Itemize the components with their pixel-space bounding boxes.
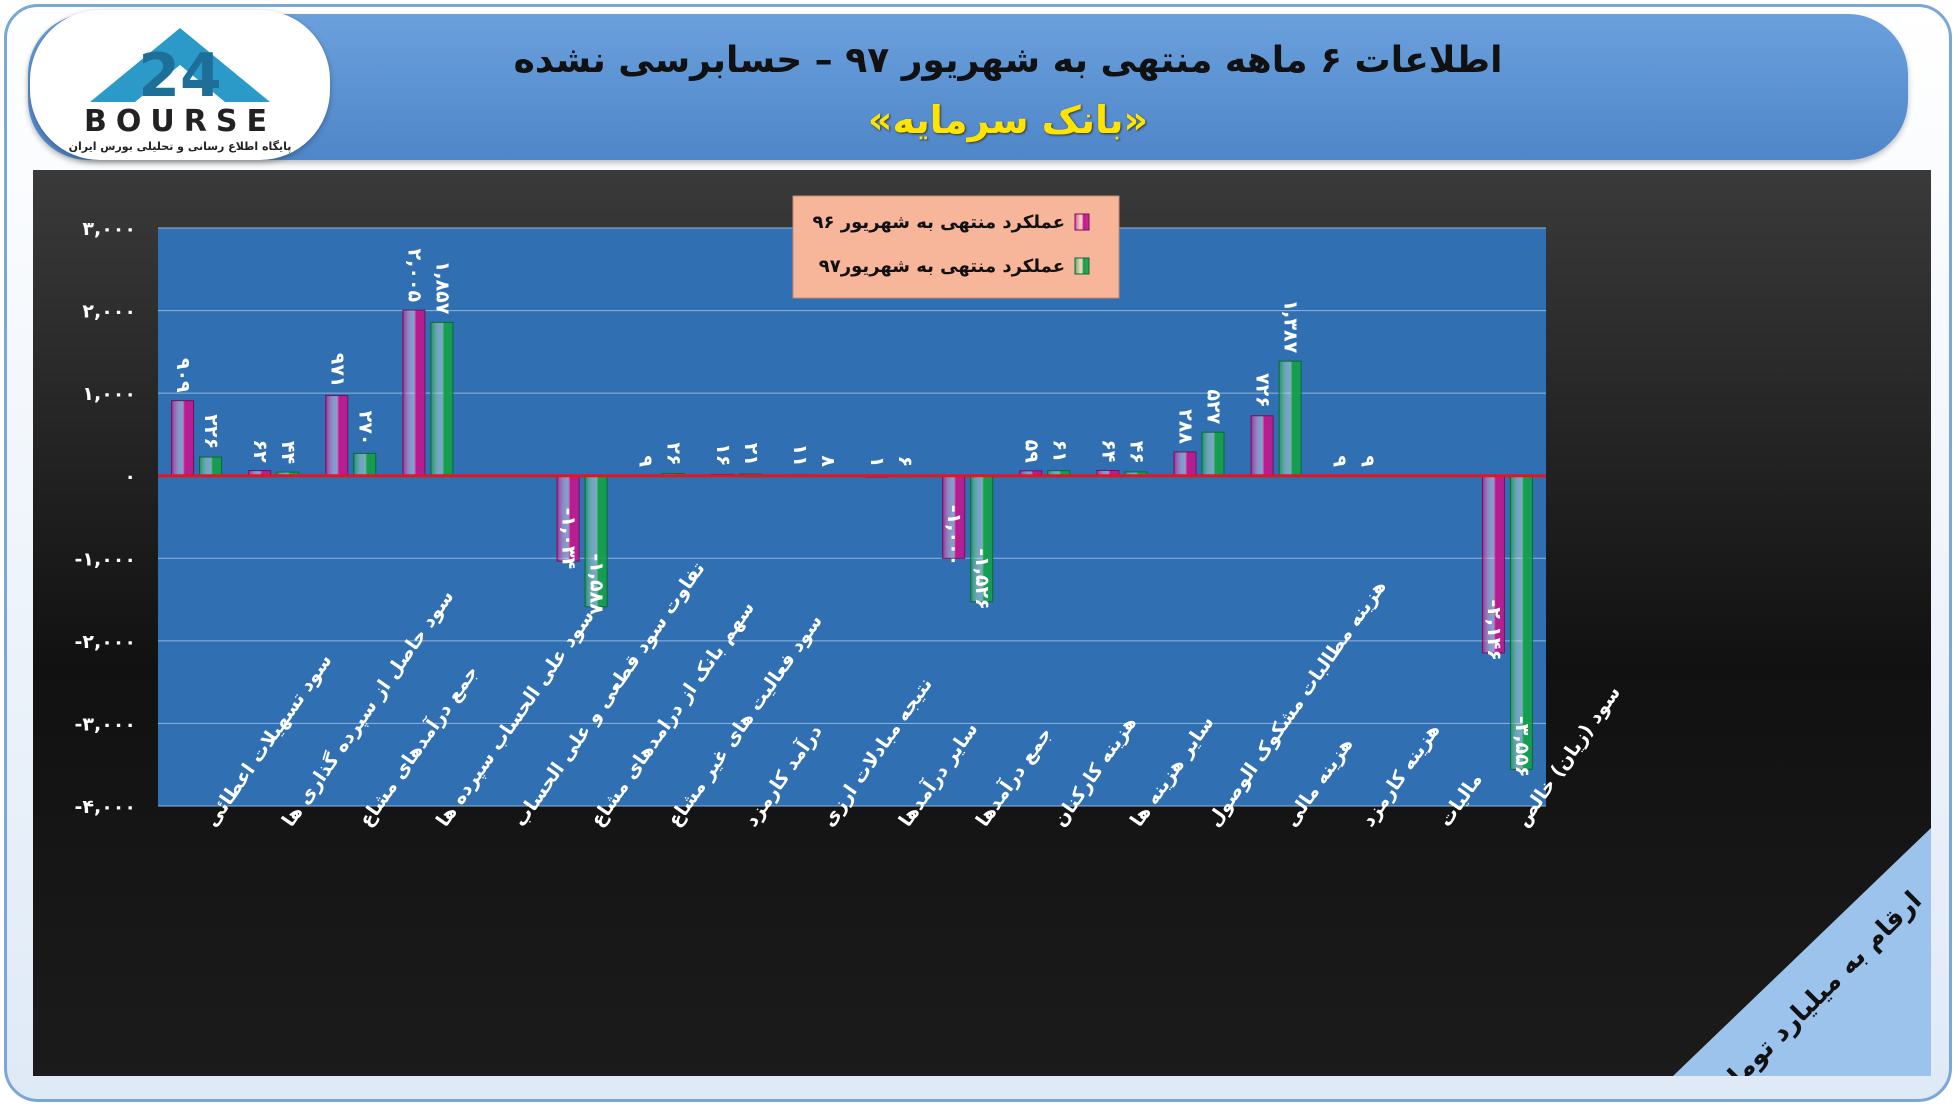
data-label-s1-2: ۹۷۱ [326,353,348,388]
data-label-s2-0: ۲۲۶ [200,414,222,449]
data-label-s2-7: ۲۱ [740,443,762,466]
logo-word: BOURSE [84,104,276,139]
bar-s1-14 [1250,415,1274,477]
bar-s1-0 [171,400,195,477]
data-label-s2-5: -۱,۵۸۸ [586,553,608,615]
data-label-s2-8: ۸ [817,455,839,467]
data-label-s1-5: -۱,۰۳۴ [558,508,580,570]
data-label-s1-7: ۱۶ [712,443,734,466]
bar-s2-0 [199,456,223,477]
data-label-s2-15: ۹ [1357,455,1379,467]
header-banner: اطلاعات ۶ ماهه منتهی به شهریور ۹۷ – حساب… [28,14,1908,160]
chart-panel: ۳,۰۰۰ ۲,۰۰۰ ۱,۰۰۰ ۰ -۱,۰۰۰ -۲,۰۰۰ -۳,۰۰۰ -۴,۰۰۰… [33,170,1931,1076]
y-tick-label: ۱,۰۰۰ [82,383,136,405]
data-label-s1-3: ۲,۰۰۵ [403,249,425,303]
logo-tagline: پایگاه اطلاع رسانی و تحلیلی بورس ایران [68,140,292,153]
data-label-s1-9: ۱ [866,456,888,468]
data-label-s2-14: ۱,۳۸۷ [1280,300,1302,354]
data-label-s2-10: -۱,۵۲۶ [971,548,993,610]
data-label-s1-12: ۶۴ [1097,439,1119,462]
y-tick-label: -۱,۰۰۰ [75,548,137,570]
bar-s1-2 [325,395,349,477]
data-label-s1-13: ۲۸۸ [1175,409,1197,444]
y-tick-label: -۴,۰۰۰ [75,796,137,818]
unit-corner [1673,828,1931,1076]
svg-text:24: 24 [138,41,222,110]
bar-s1-3 [402,309,426,477]
logo-mark-icon: 24 [90,28,270,110]
data-label-s1-14: ۷۲۶ [1252,373,1274,408]
bar-s2-3 [430,321,454,477]
legend-swatch-2 [1074,257,1090,275]
bar-s2-14 [1278,360,1302,477]
page-title: اطلاعات ۶ ماهه منتهی به شهریور ۹۷ – حساب… [513,40,1503,81]
legend-label-2: عملکرد منتهی به شهریور۹۷ [819,256,1065,277]
data-label-s1-8: ۱۱ [789,444,811,467]
logo: 24 BOURSE پایگاه اطلاع رسانی و تحلیلی بو… [30,10,330,160]
bar-s1-13 [1173,451,1197,477]
data-label-s2-6: ۲۶ [663,442,685,465]
bar-s2-2 [353,452,377,477]
plot-area [158,228,1546,806]
data-label-s1-11: ۵۹ [1020,440,1042,464]
data-label-s2-11: ۶۱ [1048,439,1070,462]
data-label-s1-15: ۹ [1329,455,1351,467]
legend-swatch-1 [1074,213,1090,231]
y-tick-label: -۲,۰۰۰ [75,631,137,653]
data-label-s2-13: ۵۲۷ [1203,389,1225,424]
data-label-s2-17: -۳,۵۵۶ [1511,716,1533,778]
data-label-s2-9: ۶ [894,456,916,468]
data-label-s2-3: ۱,۸۵۷ [431,261,453,315]
y-tick-label: ۰ [124,466,136,488]
y-tick-label: -۳,۰۰۰ [75,713,137,735]
y-tick-label: ۳,۰۰۰ [82,218,136,240]
legend-box [792,195,1120,299]
page-subtitle: «بانک سرمایه» [867,98,1149,142]
data-label-s1-6: ۹ [635,455,657,467]
data-label-s2-12: ۴۶ [1125,441,1147,464]
bar-s2-13 [1201,431,1225,477]
data-label-s1-17: -۲,۱۴۶ [1483,599,1505,661]
data-label-s2-1: ۴۴ [277,441,299,464]
data-label-s1-10: -۱,۰۰۰ [943,505,965,567]
y-tick-label: ۲,۰۰۰ [82,301,136,323]
data-label-s1-1: ۶۲ [249,439,271,463]
data-label-s2-2: ۲۷۰ [354,411,376,446]
bar-chart: ۳,۰۰۰ ۲,۰۰۰ ۱,۰۰۰ ۰ -۱,۰۰۰ -۲,۰۰۰ -۳,۰۰۰ -۴,۰۰۰… [75,195,1931,1076]
legend-label-1: عملکرد منتهی به شهریور ۹۶ [813,212,1065,233]
data-label-s1-0: ۹۰۹ [172,358,194,393]
